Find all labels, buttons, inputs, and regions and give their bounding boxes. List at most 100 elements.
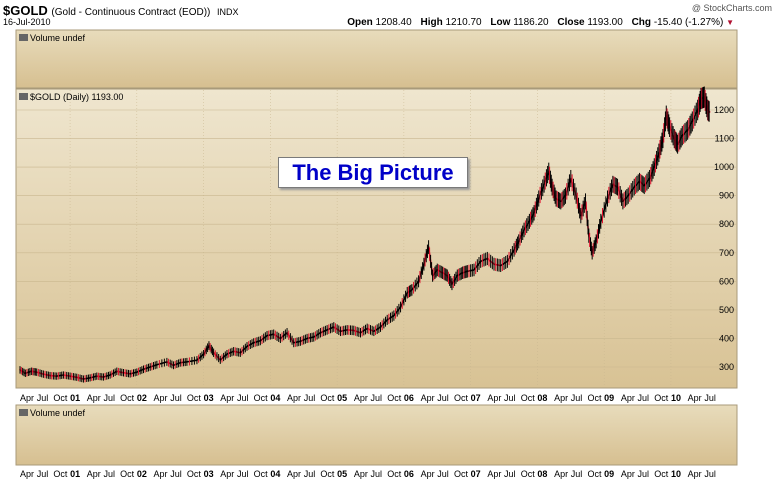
x-tick-label: Jul bbox=[437, 469, 449, 479]
x-tick-label: 06 bbox=[404, 393, 414, 403]
x-tick-label: Jul bbox=[237, 469, 249, 479]
x-tick-label: Jul bbox=[638, 469, 650, 479]
open-value: 1208.40 bbox=[375, 17, 412, 28]
volume-icon-bottom bbox=[19, 409, 28, 416]
y-tick-label: 500 bbox=[719, 305, 734, 315]
x-tick-label: Jul bbox=[371, 393, 383, 403]
x-tick-label: Apr bbox=[487, 469, 501, 479]
x-tick-label: Apr bbox=[220, 469, 234, 479]
x-tick-label: 10 bbox=[671, 469, 681, 479]
ohlc-readout: Open 1208.40 High 1210.70 Low 1186.20 Cl… bbox=[341, 17, 734, 28]
x-tick-label: 06 bbox=[404, 469, 414, 479]
x-tick-label: Jul bbox=[37, 393, 49, 403]
x-tick-label: Jul bbox=[504, 393, 516, 403]
x-tick-label: 03 bbox=[204, 393, 214, 403]
y-tick-label: 600 bbox=[719, 276, 734, 286]
y-tick-label: 1000 bbox=[714, 162, 734, 172]
price-panel-label: $GOLD (Daily) 1193.00 bbox=[30, 92, 123, 102]
symbol-description: (Gold - Continuous Contract (EOD)) bbox=[51, 7, 211, 18]
x-tick-label: Oct bbox=[454, 469, 469, 479]
x-tick-label: Apr bbox=[87, 469, 101, 479]
low-value: 1186.20 bbox=[513, 17, 549, 28]
x-tick-label: 09 bbox=[604, 469, 614, 479]
x-tick-label: Oct bbox=[454, 393, 469, 403]
x-tick-label: 01 bbox=[70, 469, 80, 479]
close-value: 1193.00 bbox=[587, 17, 623, 28]
y-tick-label: 300 bbox=[719, 362, 734, 372]
y-tick-label: 400 bbox=[719, 333, 734, 343]
x-tick-label: Oct bbox=[587, 469, 602, 479]
x-tick-label: Apr bbox=[554, 469, 568, 479]
price-panel bbox=[15, 88, 738, 389]
x-tick-label: Oct bbox=[120, 393, 135, 403]
chg-value: -15.40 (-1.27%) bbox=[653, 17, 724, 28]
x-tick-label: Jul bbox=[638, 393, 650, 403]
exchange: INDX bbox=[217, 7, 239, 17]
top-volume-panel bbox=[15, 29, 738, 89]
x-tick-label: Apr bbox=[621, 393, 635, 403]
symbol-line: $GOLD (Gold - Continuous Contract (EOD))… bbox=[3, 3, 239, 18]
chart-header: $GOLD (Gold - Continuous Contract (EOD))… bbox=[0, 0, 780, 30]
x-tick-label: Jul bbox=[437, 393, 449, 403]
x-tick-label: Oct bbox=[320, 469, 335, 479]
x-tick-label: Oct bbox=[587, 393, 602, 403]
x-tick-label: 07 bbox=[471, 393, 481, 403]
price-series bbox=[19, 86, 711, 383]
top-volume-label: Volume undef bbox=[30, 33, 86, 43]
x-tick-label: Jul bbox=[170, 393, 182, 403]
x-tick-label: Oct bbox=[521, 393, 536, 403]
brand-watermark: @ StockCharts.com bbox=[691, 3, 772, 13]
x-tick-label: Apr bbox=[621, 469, 635, 479]
y-tick-label: 1100 bbox=[715, 134, 734, 144]
x-tick-label: Apr bbox=[220, 393, 234, 403]
price-gridlines bbox=[17, 90, 736, 387]
x-tick-label: 02 bbox=[137, 469, 147, 479]
x-tick-label: Apr bbox=[287, 393, 301, 403]
x-tick-label: Jul bbox=[37, 469, 49, 479]
x-tick-label: Oct bbox=[320, 393, 335, 403]
x-tick-label: 08 bbox=[537, 469, 547, 479]
big-picture-annotation: The Big Picture bbox=[278, 157, 468, 188]
y-tick-label: 800 bbox=[719, 219, 734, 229]
x-tick-label: Jul bbox=[170, 469, 182, 479]
x-tick-label: Jul bbox=[237, 393, 249, 403]
x-tick-label: Jul bbox=[571, 393, 583, 403]
x-tick-label: Jul bbox=[103, 469, 115, 479]
x-tick-label: Oct bbox=[53, 393, 68, 403]
x-tick-label: Apr bbox=[154, 393, 168, 403]
y-axis: 300 400 500 600 700 800 900 1000 1100 1200 bbox=[714, 105, 734, 372]
x-tick-label: Apr bbox=[421, 469, 435, 479]
x-tick-label: Apr bbox=[487, 393, 501, 403]
x-tick-label: Oct bbox=[187, 393, 202, 403]
x-tick-label: Apr bbox=[20, 393, 34, 403]
x-tick-label: Apr bbox=[287, 469, 301, 479]
price-icon bbox=[19, 93, 28, 100]
bottom-volume-panel bbox=[15, 404, 738, 466]
x-tick-label: Apr bbox=[87, 393, 101, 403]
x-tick-label: 08 bbox=[537, 393, 547, 403]
x-axis-bottom: Apr Jul Oct 01 Apr Jul Oct 02 Apr Jul Oct 03 Apr Jul O… bbox=[20, 469, 716, 479]
x-tick-label: Oct bbox=[187, 469, 202, 479]
x-tick-label: Jul bbox=[103, 393, 115, 403]
x-tick-label: 02 bbox=[137, 393, 147, 403]
low-label: Low bbox=[490, 17, 511, 28]
symbol: $GOLD bbox=[3, 3, 48, 18]
x-tick-label: Jul bbox=[371, 469, 383, 479]
close-label: Close bbox=[557, 17, 585, 28]
x-tick-label: Apr bbox=[354, 393, 368, 403]
open-label: Open bbox=[347, 17, 373, 28]
x-tick-label: 05 bbox=[337, 469, 347, 479]
x-tick-label: Oct bbox=[387, 469, 402, 479]
volume-icon bbox=[19, 34, 28, 41]
x-tick-label: 05 bbox=[337, 393, 347, 403]
y-tick-label: 700 bbox=[719, 248, 734, 258]
x-tick-label: 04 bbox=[270, 393, 280, 403]
x-tick-label: Apr bbox=[354, 469, 368, 479]
x-tick-label: 01 bbox=[70, 393, 80, 403]
x-tick-label: 10 bbox=[671, 393, 681, 403]
x-tick-label: Oct bbox=[654, 393, 669, 403]
chg-down-arrow-icon: ▼ bbox=[726, 18, 734, 27]
x-tick-label: Jul bbox=[504, 469, 516, 479]
x-axis-top: Apr Jul Oct 01 Apr Jul Oct 02 Apr Jul Oct 03 Apr Jul O… bbox=[20, 393, 716, 403]
